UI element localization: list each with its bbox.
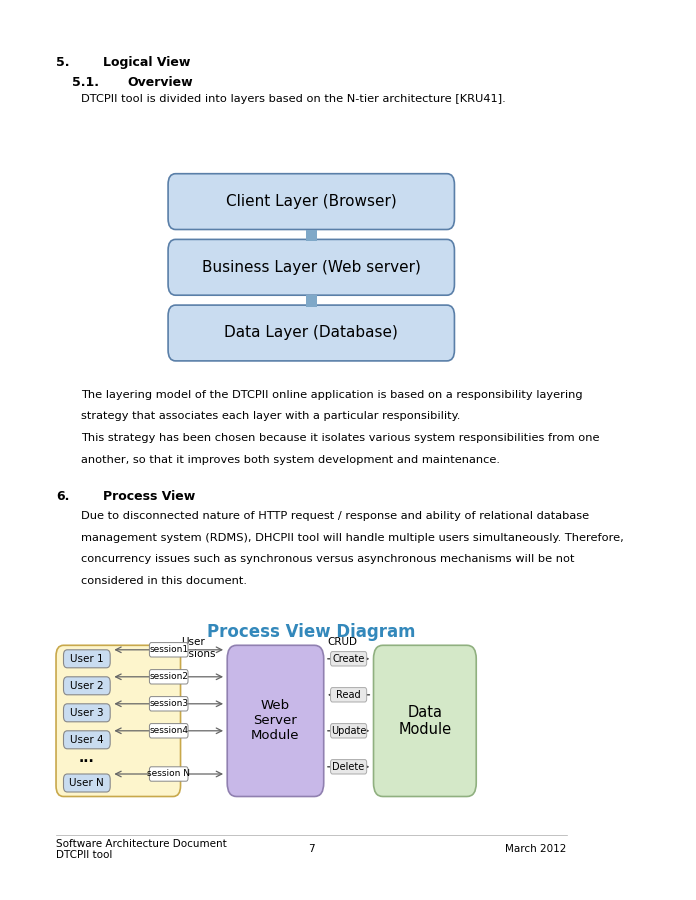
Bar <box>306 295 317 307</box>
FancyBboxPatch shape <box>150 767 188 781</box>
Text: 6.: 6. <box>56 491 70 503</box>
Text: Overview: Overview <box>127 76 193 89</box>
FancyBboxPatch shape <box>150 670 188 684</box>
Text: Data Layer (Database): Data Layer (Database) <box>224 326 398 340</box>
Text: Client Layer (Browser): Client Layer (Browser) <box>226 194 397 209</box>
Text: Web
Server
Module: Web Server Module <box>251 699 300 742</box>
Text: User 1: User 1 <box>70 653 104 664</box>
Text: session4: session4 <box>149 726 188 735</box>
FancyBboxPatch shape <box>168 305 454 361</box>
Text: management system (RDMS), DHCPII tool will handle multiple users simultaneously.: management system (RDMS), DHCPII tool wi… <box>81 533 624 543</box>
FancyBboxPatch shape <box>63 677 110 695</box>
Text: DTCPII tool is divided into layers based on the N-tier architecture [KRU41].: DTCPII tool is divided into layers based… <box>81 94 506 104</box>
Text: 5.: 5. <box>56 56 70 68</box>
FancyBboxPatch shape <box>331 688 367 702</box>
Text: ...: ... <box>79 751 95 765</box>
Text: Update: Update <box>331 725 366 736</box>
FancyBboxPatch shape <box>150 643 188 657</box>
Text: User N: User N <box>70 778 104 788</box>
Bar <box>306 230 317 241</box>
Text: Process View Diagram: Process View Diagram <box>207 623 416 641</box>
Text: Software Architecture Document: Software Architecture Document <box>56 839 227 849</box>
FancyBboxPatch shape <box>63 731 110 749</box>
Text: The layering model of the DTCPII online application is based on a responsibility: The layering model of the DTCPII online … <box>81 390 583 400</box>
Text: CRUD: CRUD <box>327 637 357 647</box>
Text: DTCPII tool: DTCPII tool <box>56 850 112 860</box>
Text: March 2012: March 2012 <box>505 844 567 854</box>
Text: Data
Module: Data Module <box>398 705 452 737</box>
FancyBboxPatch shape <box>56 645 180 796</box>
Text: session N: session N <box>148 770 190 778</box>
FancyBboxPatch shape <box>150 697 188 711</box>
FancyBboxPatch shape <box>168 239 454 295</box>
Text: User 3: User 3 <box>70 707 104 718</box>
Text: Delete: Delete <box>333 761 365 772</box>
FancyBboxPatch shape <box>63 650 110 668</box>
Text: session3: session3 <box>149 699 188 708</box>
Text: User 2: User 2 <box>70 680 104 691</box>
Text: session1: session1 <box>149 645 188 654</box>
FancyBboxPatch shape <box>331 652 367 666</box>
FancyBboxPatch shape <box>63 704 110 722</box>
Text: concurrency issues such as synchronous versus asynchronous mechanisms will be no: concurrency issues such as synchronous v… <box>81 554 574 564</box>
FancyBboxPatch shape <box>227 645 324 796</box>
Text: another, so that it improves both system development and maintenance.: another, so that it improves both system… <box>81 454 500 464</box>
Text: User 4: User 4 <box>70 734 104 745</box>
Text: Process View: Process View <box>103 491 195 503</box>
Text: This strategy has been chosen because it isolates various system responsibilitie: This strategy has been chosen because it… <box>81 433 599 443</box>
Text: considered in this document.: considered in this document. <box>81 576 247 586</box>
Text: Read: Read <box>336 689 361 700</box>
Text: 5.1.: 5.1. <box>72 76 99 89</box>
Text: Due to disconnected nature of HTTP request / response and ability of relational : Due to disconnected nature of HTTP reque… <box>81 511 589 521</box>
FancyBboxPatch shape <box>150 724 188 738</box>
Text: 7: 7 <box>308 844 315 854</box>
Text: strategy that associates each layer with a particular responsibility.: strategy that associates each layer with… <box>81 411 460 421</box>
FancyBboxPatch shape <box>331 724 367 738</box>
FancyBboxPatch shape <box>63 774 110 792</box>
Text: session2: session2 <box>149 672 188 681</box>
FancyBboxPatch shape <box>374 645 476 796</box>
Text: Logical View: Logical View <box>103 56 190 68</box>
Text: Business Layer (Web server): Business Layer (Web server) <box>202 260 420 274</box>
FancyBboxPatch shape <box>331 760 367 774</box>
Text: User
Sessions: User Sessions <box>171 637 216 659</box>
FancyBboxPatch shape <box>168 174 454 230</box>
Text: Create: Create <box>333 653 365 664</box>
